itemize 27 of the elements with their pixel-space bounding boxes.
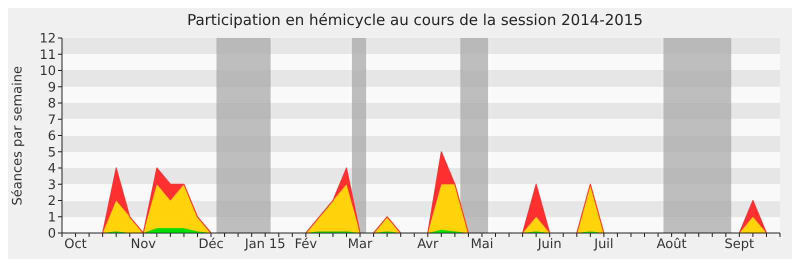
x-tick-label: Juin bbox=[536, 237, 562, 252]
y-tick-label: 1 bbox=[48, 210, 56, 226]
x-tick-label: Juil bbox=[593, 237, 614, 252]
y-tick-label: 9 bbox=[48, 80, 56, 96]
chart-title: Participation en hémicycle au cours de la session 2014-2015 bbox=[186, 10, 644, 31]
x-tick-label: Mai bbox=[470, 237, 494, 252]
y-tick-label: 11 bbox=[39, 48, 56, 63]
x-tick-label: Déc bbox=[198, 237, 224, 252]
y-tick-label: 4 bbox=[48, 162, 56, 177]
y-tick-label: 2 bbox=[48, 194, 56, 210]
y-tick-label: 3 bbox=[48, 178, 56, 193]
x-tick-label: Nov bbox=[130, 237, 156, 252]
x-tick-label: Jan 15 bbox=[244, 237, 286, 252]
y-tick-label: 6 bbox=[48, 129, 56, 144]
y-axis-title: Séances par semaine bbox=[10, 66, 26, 206]
x-tick-label: Avr bbox=[417, 237, 440, 252]
y-tick-label: 5 bbox=[48, 145, 56, 160]
x-tick-label: Mar bbox=[348, 237, 373, 252]
x-tick-label: Fév bbox=[294, 237, 318, 252]
y-tick-label: 7 bbox=[48, 112, 56, 128]
y-tick-label: 12 bbox=[39, 32, 56, 47]
y-tick-label: 0 bbox=[48, 226, 56, 242]
x-tick-label: Août bbox=[656, 237, 687, 252]
x-tick-label: Sept bbox=[724, 237, 754, 252]
y-tick-label: 10 bbox=[39, 64, 56, 80]
x-tick-label: Oct bbox=[64, 237, 87, 252]
y-tick-label: 8 bbox=[48, 96, 56, 112]
